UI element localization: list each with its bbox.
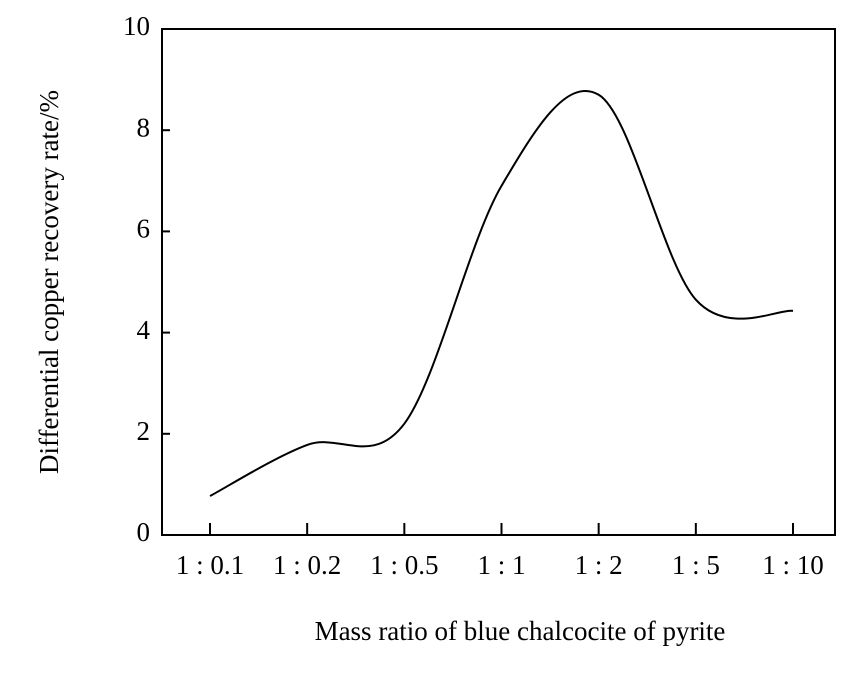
y-tick-label: 0 [137, 517, 151, 547]
x-axis-label: Mass ratio of blue chalcocite of pyrite [315, 616, 726, 646]
x-tick-label: 1 : 0.5 [370, 550, 438, 580]
x-tick-label: 1 : 10 [762, 550, 824, 580]
y-tick-label: 4 [137, 315, 151, 345]
y-tick-label: 10 [123, 11, 150, 41]
x-tick-label: 1 : 5 [672, 550, 720, 580]
y-axis-label: Differential copper recovery rate/% [34, 90, 64, 474]
y-tick-label: 6 [137, 214, 151, 244]
plot-frame [161, 28, 836, 536]
x-tick-label: 1 : 0.2 [273, 550, 341, 580]
y-tick-label: 2 [137, 416, 151, 446]
y-tick-label: 8 [137, 112, 151, 142]
x-tick-label: 1 : 2 [575, 550, 623, 580]
data-line [209, 90, 794, 497]
x-tick-label: 1 : 1 [477, 550, 525, 580]
x-tick-label: 1 : 0.1 [176, 550, 244, 580]
